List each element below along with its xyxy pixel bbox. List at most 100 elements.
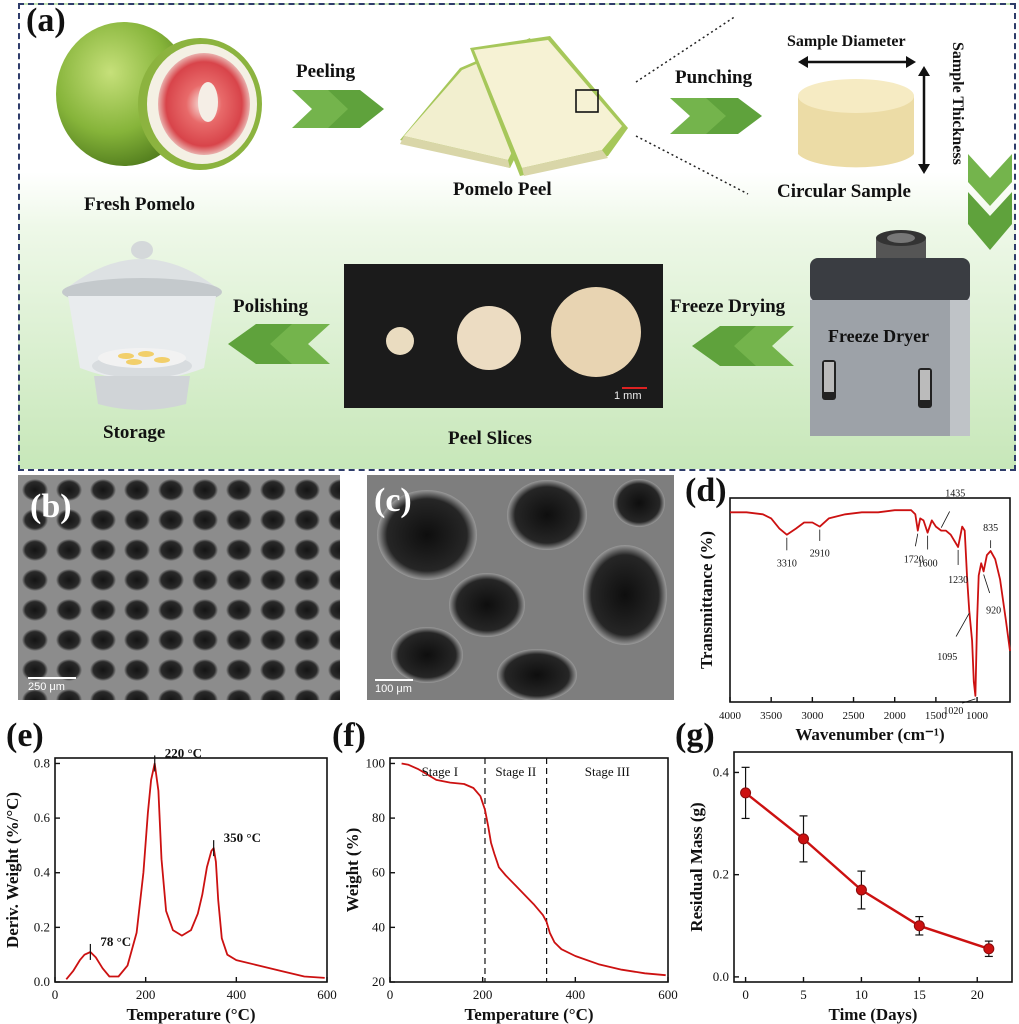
plot-frame <box>54 757 328 983</box>
peak-marker <box>940 511 950 528</box>
x-tick-label: 0 <box>52 987 59 1002</box>
y-tick-label: 0.4 <box>34 865 51 880</box>
stage-label: Stage I <box>422 764 458 779</box>
peak-marker <box>955 613 970 637</box>
y-tick-label: 80 <box>372 810 385 825</box>
y-tick-label: 0.0 <box>713 969 729 984</box>
panel-label-e: (e) <box>6 717 44 754</box>
x-tick-label: 3500 <box>760 710 783 722</box>
peak-label-1720: 1720 <box>904 555 924 566</box>
residual-mass-chart: 0 5 10 15 20 0.0 0.2 0.4 Time (Days) Residual Mas… <box>687 751 1013 1024</box>
label-peeling: Peeling <box>296 61 356 82</box>
y-tick-label: 100 <box>366 755 386 770</box>
arrow-peeling-icon <box>292 90 384 128</box>
storage-image <box>62 241 222 410</box>
x-tick-label: 15 <box>913 987 926 1002</box>
x-tick-label: 10 <box>855 987 868 1002</box>
peak-label-1600: 1600 <box>918 559 938 570</box>
dtg-chart: 0 200 400 600 0.0 0.2 0.4 0.6 0.8 Temperature (°C… <box>3 745 337 1024</box>
peak-label-2910: 2910 <box>810 549 830 560</box>
data-point <box>855 884 867 896</box>
x-axis-title: Temperature (°C) <box>464 1005 593 1024</box>
peak-label-920: 920 <box>986 605 1001 616</box>
x-tick-label: 1500 <box>925 710 948 722</box>
peak-marker <box>914 533 919 547</box>
arrow-freeze-drying-icon <box>692 326 794 366</box>
x-axis-title: Time (Days) <box>829 1005 918 1024</box>
fresh-pomelo-image <box>56 22 262 170</box>
x-tick-label: 3000 <box>801 710 824 722</box>
x-tick-label: 600 <box>317 987 337 1002</box>
x-tick-label: 200 <box>136 987 156 1002</box>
y-tick-label: 0.4 <box>713 764 730 779</box>
panel-label-b: (b) <box>30 488 72 525</box>
peak-marker <box>962 698 976 704</box>
y-tick-label: 0.0 <box>34 974 50 989</box>
peak-label-835: 835 <box>983 523 998 534</box>
peak-label-3310: 3310 <box>777 559 797 570</box>
y-axis-title: Deriv. Weight (%/°C) <box>3 792 22 948</box>
y-tick-label: 0.2 <box>34 919 50 934</box>
scale-bar-1mm: 1 mm <box>614 390 642 402</box>
peel-slices-photo: 1 mm <box>344 264 663 408</box>
data-point <box>798 833 809 845</box>
stage-label: Stage III <box>585 764 630 779</box>
ftir-chart: 4000 3500 3000 2500 2000 1500 1000 Wavenumber (… <box>697 489 1011 744</box>
y-axis-title: Weight (%) <box>343 828 362 913</box>
x-tick-label: 400 <box>227 987 247 1002</box>
peak-label: 220 °C <box>165 745 202 760</box>
label-circular-sample: Circular Sample <box>777 181 911 202</box>
panel-label-d: (d) <box>685 472 727 509</box>
x-tick-label: 0 <box>742 987 749 1002</box>
y-tick-label: 60 <box>372 865 385 880</box>
y-tick-label: 20 <box>372 974 385 989</box>
pomelo-peel-image <box>400 36 628 176</box>
y-axis-title: Residual Mass (g) <box>687 802 706 931</box>
panel-label-g: (g) <box>675 717 715 754</box>
dtg-curve <box>65 762 325 980</box>
x-tick-label: 200 <box>473 987 493 1002</box>
stage-label: Stage II <box>495 764 536 779</box>
label-punching: Punching <box>675 67 753 88</box>
sem-image-b: 250 μm <box>18 475 340 700</box>
data-point <box>740 787 752 799</box>
residual-mass-line <box>744 791 990 950</box>
freeze-dryer-image <box>810 230 970 436</box>
scale-bar-250um: 250 μm <box>28 681 65 693</box>
y-axis-title: Transmittance (%) <box>697 531 716 669</box>
label-sample-diameter: Sample Diameter <box>787 33 906 50</box>
plot-frame <box>389 757 669 983</box>
zoom-lines <box>635 15 749 195</box>
x-tick-label: 1000 <box>966 710 989 722</box>
y-tick-label: 40 <box>372 919 385 934</box>
tga-curve <box>401 762 666 977</box>
peak-label-1435: 1435 <box>945 489 965 500</box>
panel-label-c: (c) <box>374 482 412 519</box>
x-tick-label: 0 <box>387 987 394 1002</box>
panel-label-f: (f) <box>332 717 366 754</box>
x-axis-title: Temperature (°C) <box>126 1005 255 1024</box>
x-tick-label: 4000 <box>719 710 742 722</box>
ftir-spectrum-line <box>730 509 1011 697</box>
data-point <box>983 943 995 955</box>
peak-label-1095: 1095 <box>937 652 957 663</box>
scale-bar-100um: 100 μm <box>375 683 412 695</box>
data-point <box>913 920 925 932</box>
peak-marker <box>983 574 991 594</box>
label-pomelo-peel: Pomelo Peel <box>453 179 552 200</box>
label-storage: Storage <box>103 422 166 443</box>
arrow-polishing-icon <box>228 324 330 364</box>
x-tick-label: 5 <box>800 987 807 1002</box>
plot-frame <box>729 497 1011 703</box>
label-freeze-dryer: Freeze Dryer <box>828 326 930 346</box>
sem-image-c: 100 μm <box>367 475 674 700</box>
peak-label-1230: 1230 <box>948 575 968 586</box>
arrow-down-icon <box>968 154 1012 250</box>
y-tick-label: 0.2 <box>713 867 729 882</box>
label-sample-thickness: Sample Thickness <box>949 42 966 165</box>
label-polishing: Polishing <box>233 296 308 317</box>
plot-frame <box>733 751 1013 983</box>
peak-label: 350 °C <box>224 830 261 845</box>
label-fresh-pomelo: Fresh Pomelo <box>84 194 195 215</box>
arrow-punching-icon <box>670 98 762 134</box>
